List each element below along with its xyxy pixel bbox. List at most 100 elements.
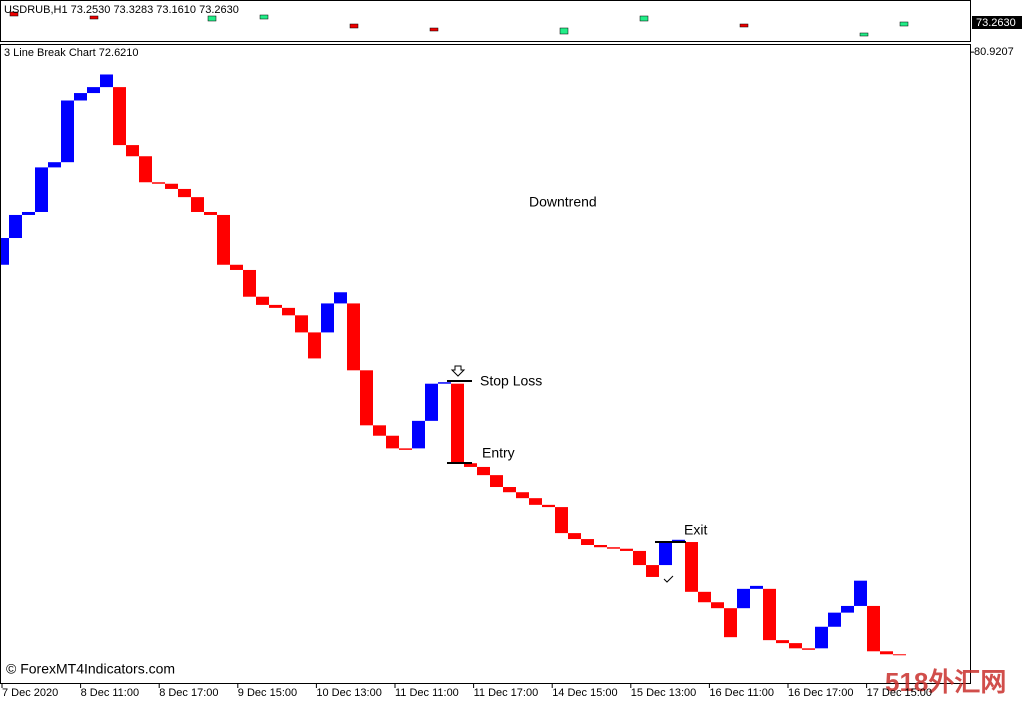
brick bbox=[659, 542, 672, 566]
brick bbox=[399, 448, 412, 450]
brick bbox=[139, 156, 152, 183]
brick bbox=[35, 167, 48, 212]
copyright: © ForexMT4Indicators.com bbox=[6, 661, 175, 677]
brick bbox=[113, 87, 126, 146]
brick bbox=[685, 542, 698, 592]
brick bbox=[672, 539, 685, 543]
exit-label: Exit bbox=[684, 522, 707, 538]
brick bbox=[321, 303, 334, 333]
brick bbox=[425, 383, 438, 421]
brick bbox=[828, 612, 841, 627]
x-tick-label: 11 Dec 11:00 bbox=[395, 687, 459, 699]
brick bbox=[698, 591, 711, 603]
brick bbox=[204, 211, 217, 215]
brick bbox=[477, 466, 490, 476]
brick bbox=[334, 292, 347, 304]
brick bbox=[763, 588, 776, 641]
brick bbox=[867, 605, 880, 652]
brick bbox=[724, 608, 737, 638]
brick bbox=[191, 197, 204, 212]
price-badge bbox=[972, 16, 1022, 29]
brick bbox=[646, 565, 659, 577]
brick bbox=[737, 588, 750, 609]
x-tick-label: 10 Dec 13:00 bbox=[316, 687, 381, 699]
brick bbox=[581, 539, 594, 545]
main-panel bbox=[0, 44, 971, 684]
bricks bbox=[1, 74, 906, 656]
brick bbox=[87, 87, 100, 94]
brick bbox=[490, 475, 503, 488]
x-tick-label: 11 Dec 17:00 bbox=[474, 687, 539, 699]
brick bbox=[243, 269, 256, 297]
brick bbox=[22, 211, 35, 215]
x-tick-label: 8 Dec 11:00 bbox=[81, 687, 140, 699]
brick bbox=[555, 507, 568, 534]
trend-label: Downtrend bbox=[529, 194, 597, 210]
brick bbox=[516, 492, 529, 499]
brick bbox=[165, 183, 178, 189]
brick bbox=[789, 643, 802, 649]
x-tick-label: 16 Dec 11:00 bbox=[709, 687, 774, 699]
brick bbox=[633, 550, 646, 566]
brick bbox=[594, 544, 607, 548]
brick bbox=[347, 303, 360, 371]
brick bbox=[711, 602, 724, 609]
brick bbox=[529, 498, 542, 505]
check-icon bbox=[663, 575, 674, 583]
y-tick-label: 80.9207 bbox=[974, 46, 1014, 58]
x-tick-label: 17 Dec 15:00 bbox=[867, 687, 932, 699]
brick bbox=[269, 304, 282, 308]
brick bbox=[152, 182, 165, 184]
brick bbox=[438, 382, 451, 384]
brick bbox=[217, 214, 230, 265]
x-tick-label: 14 Dec 15:00 bbox=[552, 687, 617, 699]
brick bbox=[386, 435, 399, 449]
brick bbox=[607, 547, 620, 549]
x-tick-label: 16 Dec 17:00 bbox=[788, 687, 853, 699]
brick bbox=[373, 425, 386, 436]
brick bbox=[802, 648, 815, 650]
brick bbox=[61, 100, 74, 163]
brick bbox=[542, 504, 555, 508]
brick bbox=[126, 145, 139, 157]
symbol-header: USDRUB,H1 73.2530 73.3283 73.1610 73.263… bbox=[4, 4, 239, 16]
entry-label: Entry bbox=[482, 445, 515, 461]
brick bbox=[178, 188, 191, 198]
brick bbox=[230, 264, 243, 270]
brick bbox=[48, 162, 61, 168]
brick bbox=[776, 640, 789, 644]
brick bbox=[295, 315, 308, 333]
brick bbox=[74, 93, 87, 101]
brick bbox=[1, 238, 9, 265]
brick bbox=[750, 585, 763, 589]
brick bbox=[100, 74, 113, 88]
brick bbox=[464, 463, 477, 467]
x-tick-label: 7 Dec 2020 bbox=[2, 687, 58, 699]
brick bbox=[256, 296, 269, 305]
x-tick-label: 8 Dec 17:00 bbox=[159, 687, 218, 699]
brick bbox=[880, 651, 893, 655]
brick bbox=[620, 548, 633, 551]
stop-loss-label: Stop Loss bbox=[480, 373, 542, 389]
brick bbox=[9, 214, 22, 239]
mini-chart-panel bbox=[0, 0, 971, 42]
brick bbox=[282, 307, 295, 316]
brick bbox=[854, 580, 867, 606]
brick bbox=[360, 370, 373, 426]
brick bbox=[815, 626, 828, 649]
watermark: 518外汇网 bbox=[885, 667, 1006, 697]
arrow-icon bbox=[450, 365, 466, 377]
brick bbox=[451, 383, 464, 464]
brick bbox=[568, 533, 581, 540]
mini-candles bbox=[9, 11, 909, 37]
current-price: 73.2630 bbox=[976, 17, 1016, 29]
brick bbox=[412, 420, 425, 449]
brick bbox=[308, 332, 321, 359]
x-tick-label: 9 Dec 15:00 bbox=[238, 687, 297, 699]
brick bbox=[893, 654, 906, 656]
brick bbox=[841, 605, 854, 613]
brick bbox=[503, 487, 516, 493]
indicator-title: 3 Line Break Chart 72.6210 bbox=[4, 47, 139, 59]
